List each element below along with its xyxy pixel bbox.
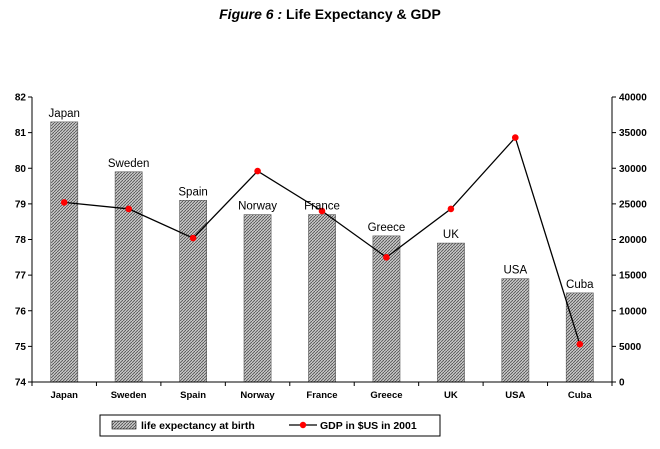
bar-france: [308, 214, 336, 383]
legend-box: [99, 414, 441, 437]
right-tick-label: 40000: [619, 93, 647, 104]
bar-label-greece: Greece: [368, 222, 406, 234]
bar-sweden: [114, 171, 143, 383]
chart-title-text: Life Expectancy & GDP: [286, 6, 441, 22]
gdp-point-spain: [189, 234, 197, 242]
category-label-norway: Norway: [240, 390, 275, 401]
right-tick-label: 35000: [619, 128, 647, 139]
right-tick-label: 25000: [619, 199, 647, 210]
bar-label-france: France: [304, 201, 340, 213]
bar-label-japan: Japan: [49, 108, 80, 120]
bar-label-sweden: Sweden: [108, 158, 150, 170]
bar-norway: [243, 214, 272, 383]
gdp-point-norway: [254, 167, 261, 175]
gdp-point-france: [318, 207, 326, 215]
right-tick-label: 15000: [619, 271, 647, 282]
legend: life expectancy at birth GDP in $US in 2…: [99, 414, 441, 437]
legend-bar-swatch: [111, 420, 137, 430]
bar-label-cuba: Cuba: [566, 279, 594, 291]
bar-label-usa: USA: [504, 265, 528, 277]
right-tick-label: 5000: [619, 342, 642, 353]
right-tick-label: 0: [619, 378, 625, 389]
category-label-japan: Japan: [50, 390, 78, 401]
gdp-point-sweden: [125, 205, 132, 213]
bar-uk: [437, 242, 465, 383]
gdp-point-cuba: [576, 340, 584, 348]
category-label-france: France: [306, 390, 337, 401]
left-tick-label: 77: [15, 271, 27, 282]
labels-layer: Japan Sweden Spain Norway France Greece UK USA C…: [49, 108, 595, 291]
gdp-point-uk: [447, 205, 455, 213]
bar-label-norway: Norway: [238, 201, 277, 213]
right-tick-label: 30000: [619, 164, 647, 175]
legend-bar-label: life expectancy at birth: [141, 420, 255, 432]
left-tick-label: 81: [15, 128, 27, 139]
figure-number: Figure 6 :: [219, 6, 283, 22]
gdp-point-usa: [512, 134, 519, 141]
chart-title: Figure 6 : Life Expectancy & GDP: [0, 6, 660, 22]
left-tick-label: 80: [15, 164, 27, 175]
bars-layer: [50, 121, 594, 383]
left-tick-label: 74: [15, 378, 27, 389]
category-label-spain: Spain: [180, 390, 206, 401]
bar-label-uk: UK: [443, 229, 459, 241]
legend-line-label: GDP in $US in 2001: [320, 420, 417, 432]
bar-spain: [179, 200, 208, 383]
category-label-uk: UK: [444, 390, 458, 401]
bar-usa: [501, 278, 530, 383]
gdp-point-japan: [60, 199, 68, 206]
left-tick-label: 76: [15, 306, 27, 317]
axes-layer: 74 75 76 77 78 79 80 81 82 0 5000 10000 15000 20000 25…: [15, 93, 647, 402]
legend-line-marker: [299, 421, 307, 429]
bar-label-spain: Spain: [178, 186, 207, 198]
left-tick-label: 82: [15, 93, 27, 104]
category-label-usa: USA: [505, 390, 525, 401]
left-tick-label: 79: [15, 199, 27, 210]
bar-japan: [50, 121, 79, 383]
right-tick-label: 10000: [619, 306, 647, 317]
left-tick-label: 75: [15, 342, 27, 353]
left-tick-label: 78: [15, 235, 27, 246]
gdp-point-greece: [383, 253, 390, 261]
category-label-cuba: Cuba: [568, 390, 592, 401]
gdp-line-layer: [60, 134, 584, 348]
right-tick-label: 20000: [619, 235, 647, 246]
category-label-sweden: Sweden: [111, 390, 147, 401]
category-label-greece: Greece: [370, 390, 402, 401]
bar-cuba: [565, 292, 594, 383]
